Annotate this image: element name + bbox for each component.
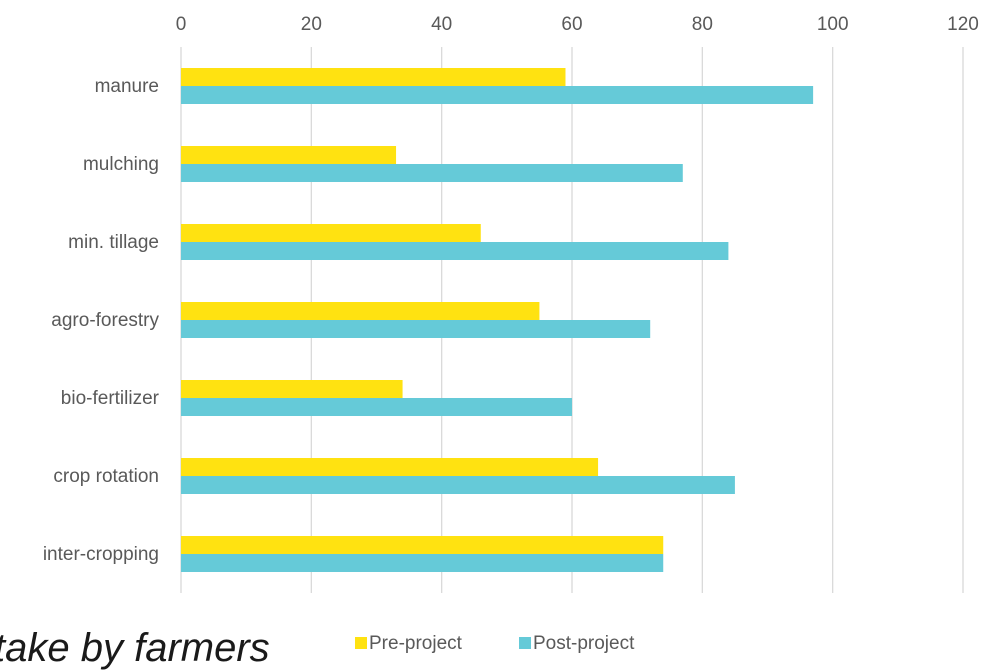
bar-min-tillage-post-project: [181, 242, 729, 260]
x-tick-label-40: 40: [431, 14, 452, 35]
x-tick-label-20: 20: [301, 14, 322, 35]
category-label: crop rotation: [53, 466, 159, 487]
legend-swatch-pre-project: [355, 637, 367, 649]
category-label: agro-forestry: [51, 310, 159, 331]
bar-crop-rotation-pre-project: [181, 458, 599, 476]
bar-crop-rotation-post-project: [181, 476, 735, 494]
x-axis-ticks: 0 20 40 60 80 100 120: [176, 14, 979, 35]
x-tick-label-0: 0: [176, 14, 187, 35]
bar-manure-post-project: [181, 86, 814, 104]
legend: Pre-project Post-project: [355, 633, 635, 654]
bar-agro-forestry-post-project: [181, 320, 651, 338]
legend-label-pre-project: Pre-project: [369, 633, 463, 654]
bar-bio-fertilizer-post-project: [181, 398, 572, 416]
x-tick-label-120: 120: [947, 14, 979, 35]
bar-min-tillage-pre-project: [181, 224, 481, 242]
category-label: bio-fertilizer: [61, 388, 160, 409]
category-label: inter-cropping: [43, 544, 159, 565]
legend-label-post-project: Post-project: [533, 633, 635, 654]
bar-mulching-post-project: [181, 164, 683, 182]
category-label: manure: [95, 76, 159, 97]
bars: [181, 68, 814, 572]
bar-bio-fertilizer-pre-project: [181, 380, 403, 398]
x-tick-label-100: 100: [817, 14, 849, 35]
legend-swatch-post-project: [519, 637, 531, 649]
x-tick-label-80: 80: [692, 14, 713, 35]
x-tick-label-60: 60: [561, 14, 582, 35]
category-label: mulching: [83, 154, 159, 175]
bar-inter-cropping-pre-project: [181, 536, 664, 554]
bar-agro-forestry-pre-project: [181, 302, 540, 320]
category-labels: manure mulching min. tillage agro-forestry b…: [43, 76, 160, 565]
bar-manure-pre-project: [181, 68, 566, 86]
bar-inter-cropping-post-project: [181, 554, 664, 572]
category-label: min. tillage: [68, 232, 159, 253]
bar-mulching-pre-project: [181, 146, 397, 164]
caption-text: take by farmers: [0, 626, 270, 670]
